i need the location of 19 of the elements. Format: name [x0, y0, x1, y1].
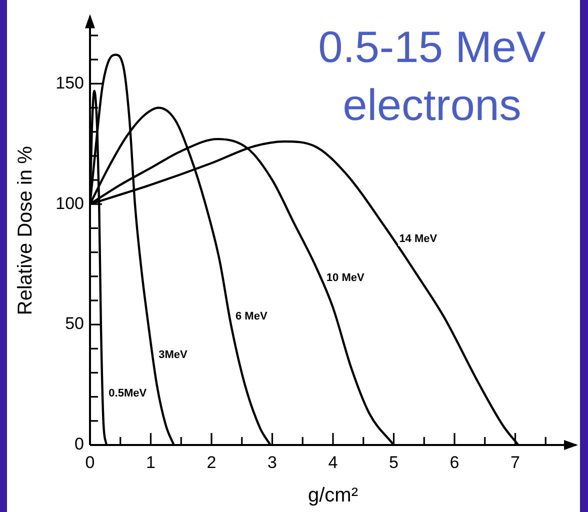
- y-tick-label: 50: [65, 314, 84, 334]
- series-label: 14 MeV: [399, 233, 438, 246]
- x-tick-label: 6: [450, 452, 460, 472]
- x-tick-label: 3: [268, 452, 277, 472]
- text: 0.5-15 MeV electrons: [318, 23, 546, 130]
- x-tick-label: 7: [510, 452, 520, 472]
- y-tick-label: 0: [74, 434, 84, 454]
- series-label: 3MeV: [158, 348, 188, 361]
- x-tick-label: 4: [328, 452, 338, 472]
- x-axis-title: g/cm²: [308, 484, 358, 507]
- series-label: 0.5MeV: [108, 388, 148, 400]
- y-tick-label: 150: [56, 73, 84, 92]
- y-axis-title: Relative Dose in %: [14, 146, 37, 316]
- x-tick-label: 2: [206, 452, 216, 472]
- x-tick-label: 1: [146, 452, 156, 472]
- y-tick-label: 100: [56, 194, 84, 213]
- series-label: 6 MeV: [235, 310, 268, 322]
- x-tick-label: 5: [389, 452, 398, 472]
- series-label: 10 MeV: [326, 272, 365, 284]
